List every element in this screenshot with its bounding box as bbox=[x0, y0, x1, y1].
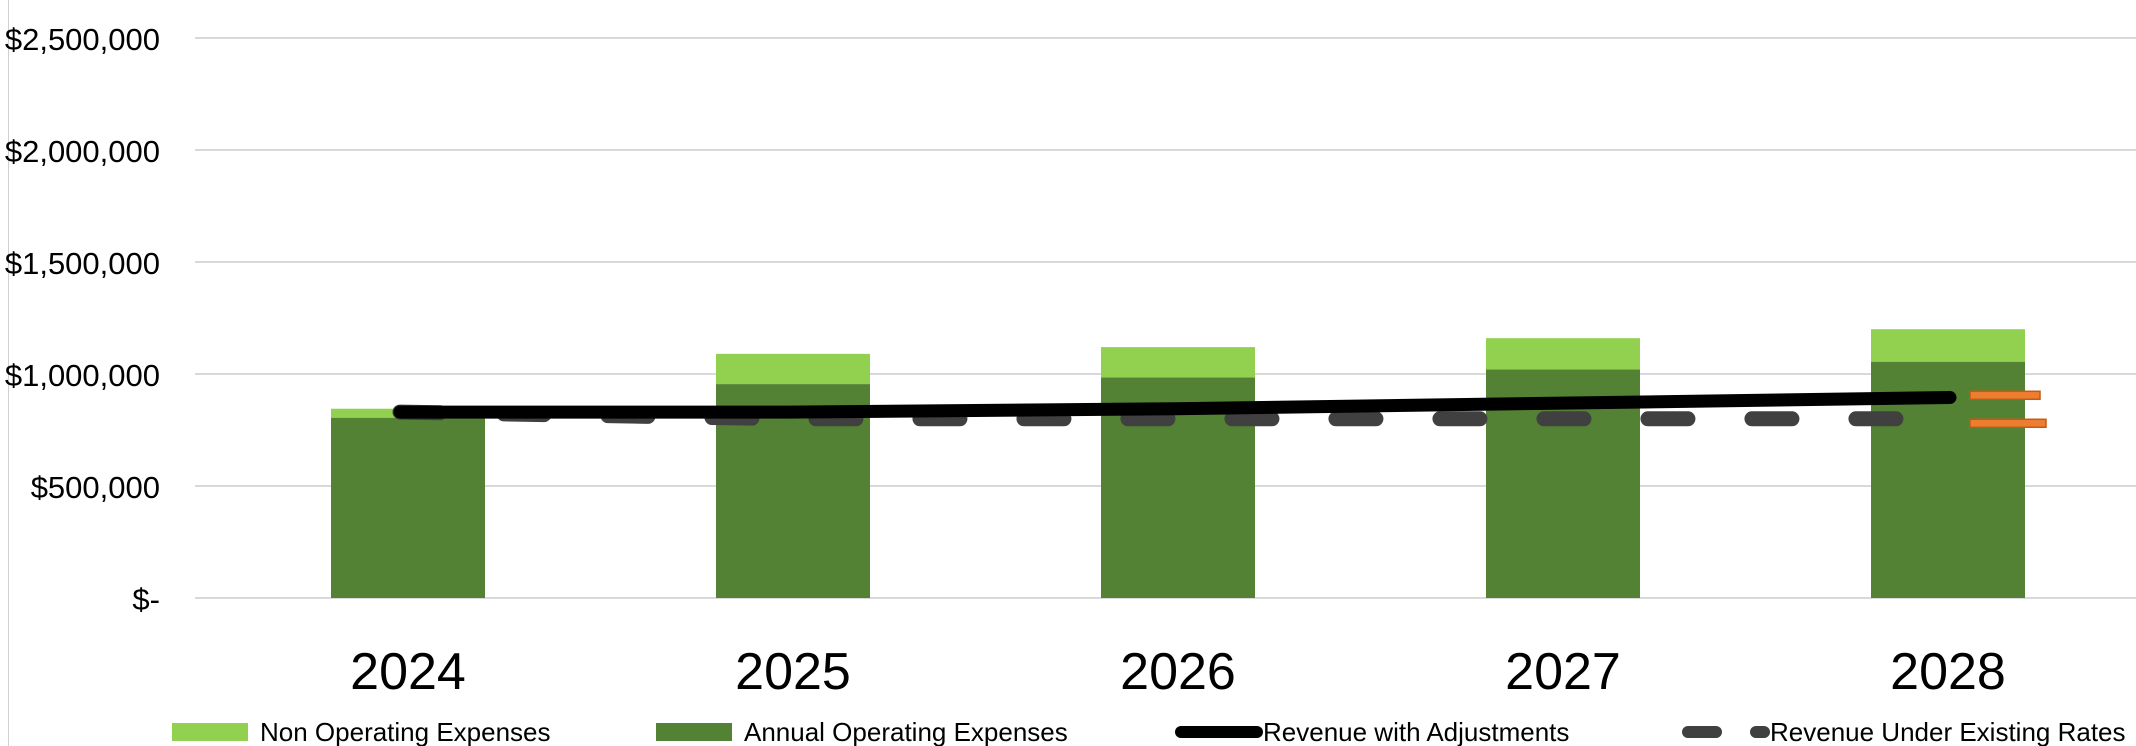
bar-non-operating-expenses-2028 bbox=[1871, 329, 2025, 362]
x-tick-label-2024: 2024 bbox=[350, 643, 466, 701]
line-revenue-under-existing-rates bbox=[392, 404, 1958, 427]
legend-label: Non Operating Expenses bbox=[260, 717, 551, 746]
y-axis-tick-labels: $- $500,000 $1,000,000 $1,500,000 $2,000,000… bbox=[5, 22, 160, 617]
line-series bbox=[392, 391, 1958, 427]
x-tick-label-2028: 2028 bbox=[1890, 643, 2006, 701]
x-tick-label-2025: 2025 bbox=[735, 643, 851, 701]
x-axis-tick-labels: 2024 2025 2026 2027 2028 bbox=[350, 643, 2006, 701]
y-tick-label: $1,000,000 bbox=[5, 358, 160, 393]
legend-item-revenue-with-adjustments: Revenue with Adjustments bbox=[1175, 717, 1569, 746]
x-tick-label-2027: 2027 bbox=[1505, 643, 1621, 701]
gridlines bbox=[195, 37, 2136, 599]
bar-non-operating-expenses-2026 bbox=[1101, 347, 1255, 378]
legend-label: Revenue Under Existing Rates bbox=[1770, 717, 2126, 746]
legend-swatch bbox=[656, 723, 732, 741]
y-tick-label: $500,000 bbox=[31, 470, 160, 505]
chart-left-border bbox=[8, 0, 9, 746]
y-tick-label: $2,500,000 bbox=[5, 22, 160, 57]
end-markers bbox=[1969, 390, 2047, 429]
legend-item-revenue-under-existing-rates: Revenue Under Existing Rates bbox=[1682, 717, 2126, 746]
y-tick-label: $1,500,000 bbox=[5, 246, 160, 281]
legend-item-annual-operating-expenses: Annual Operating Expenses bbox=[656, 717, 1068, 746]
bar-non-operating-expenses-2025 bbox=[716, 353, 870, 385]
series-end-marker bbox=[1969, 390, 2041, 401]
legend: Non Operating Expenses Annual Operating E… bbox=[172, 717, 2126, 746]
line-revenue-with-adjustments bbox=[393, 391, 1957, 419]
legend-label: Revenue with Adjustments bbox=[1263, 717, 1569, 746]
legend-item-non-operating-expenses: Non Operating Expenses bbox=[172, 717, 551, 746]
bar-annual-operating-expenses-2024 bbox=[331, 417, 485, 598]
legend-swatch bbox=[172, 723, 248, 741]
legend-label: Annual Operating Expenses bbox=[744, 717, 1068, 746]
y-tick-label: $2,000,000 bbox=[5, 134, 160, 169]
y-tick-label: $- bbox=[132, 582, 160, 617]
series-end-marker bbox=[1969, 418, 2047, 429]
x-tick-label-2026: 2026 bbox=[1120, 643, 1236, 701]
bar-non-operating-expenses-2027 bbox=[1486, 338, 1640, 370]
bar-series bbox=[331, 329, 2025, 598]
